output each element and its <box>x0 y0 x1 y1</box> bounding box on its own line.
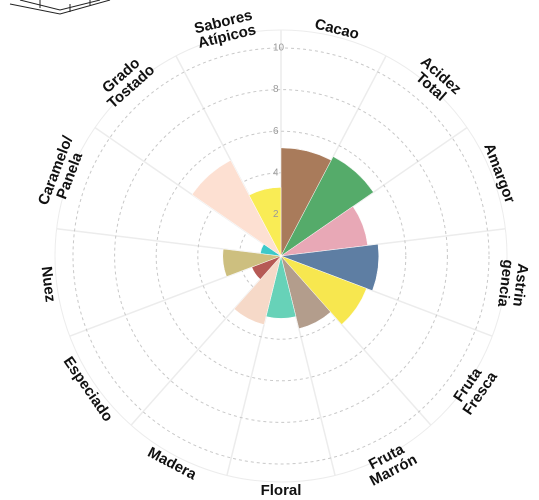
bar <box>280 255 332 330</box>
grid-circle <box>72 47 490 465</box>
bar <box>280 243 379 291</box>
bar <box>191 159 282 257</box>
y-tick-label: 2 <box>273 209 279 220</box>
y-tick-label: 4 <box>273 167 279 178</box>
category-label: Floral <box>261 482 302 499</box>
category-label: SaboresAtípicos <box>193 7 258 52</box>
category-label: GradoTostado <box>94 50 158 112</box>
category-label: Madera <box>145 444 200 484</box>
y-tick-label: 8 <box>273 84 279 95</box>
category-label: Especiado <box>60 354 117 425</box>
bar <box>280 156 374 257</box>
grid-circle <box>114 89 448 423</box>
category-label: FrutaMarrón <box>360 438 420 490</box>
bar <box>222 248 282 277</box>
category-label: Caramelo/Panela <box>35 133 91 213</box>
category-label: Cacao <box>313 16 361 43</box>
category-label: Amargor <box>480 141 518 206</box>
bar <box>233 255 282 325</box>
category-label: Astringencia <box>494 259 532 311</box>
category-label: Nuez <box>38 265 59 303</box>
grid-circle <box>155 130 407 382</box>
y-tick-label: 10 <box>273 43 285 54</box>
category-label: FrutaFresca <box>447 360 501 419</box>
logo-icon <box>9 0 111 15</box>
bar <box>248 187 282 257</box>
bar <box>280 255 367 325</box>
y-tick-label: 6 <box>273 126 279 137</box>
category-label: AcidezTotal <box>407 53 464 109</box>
